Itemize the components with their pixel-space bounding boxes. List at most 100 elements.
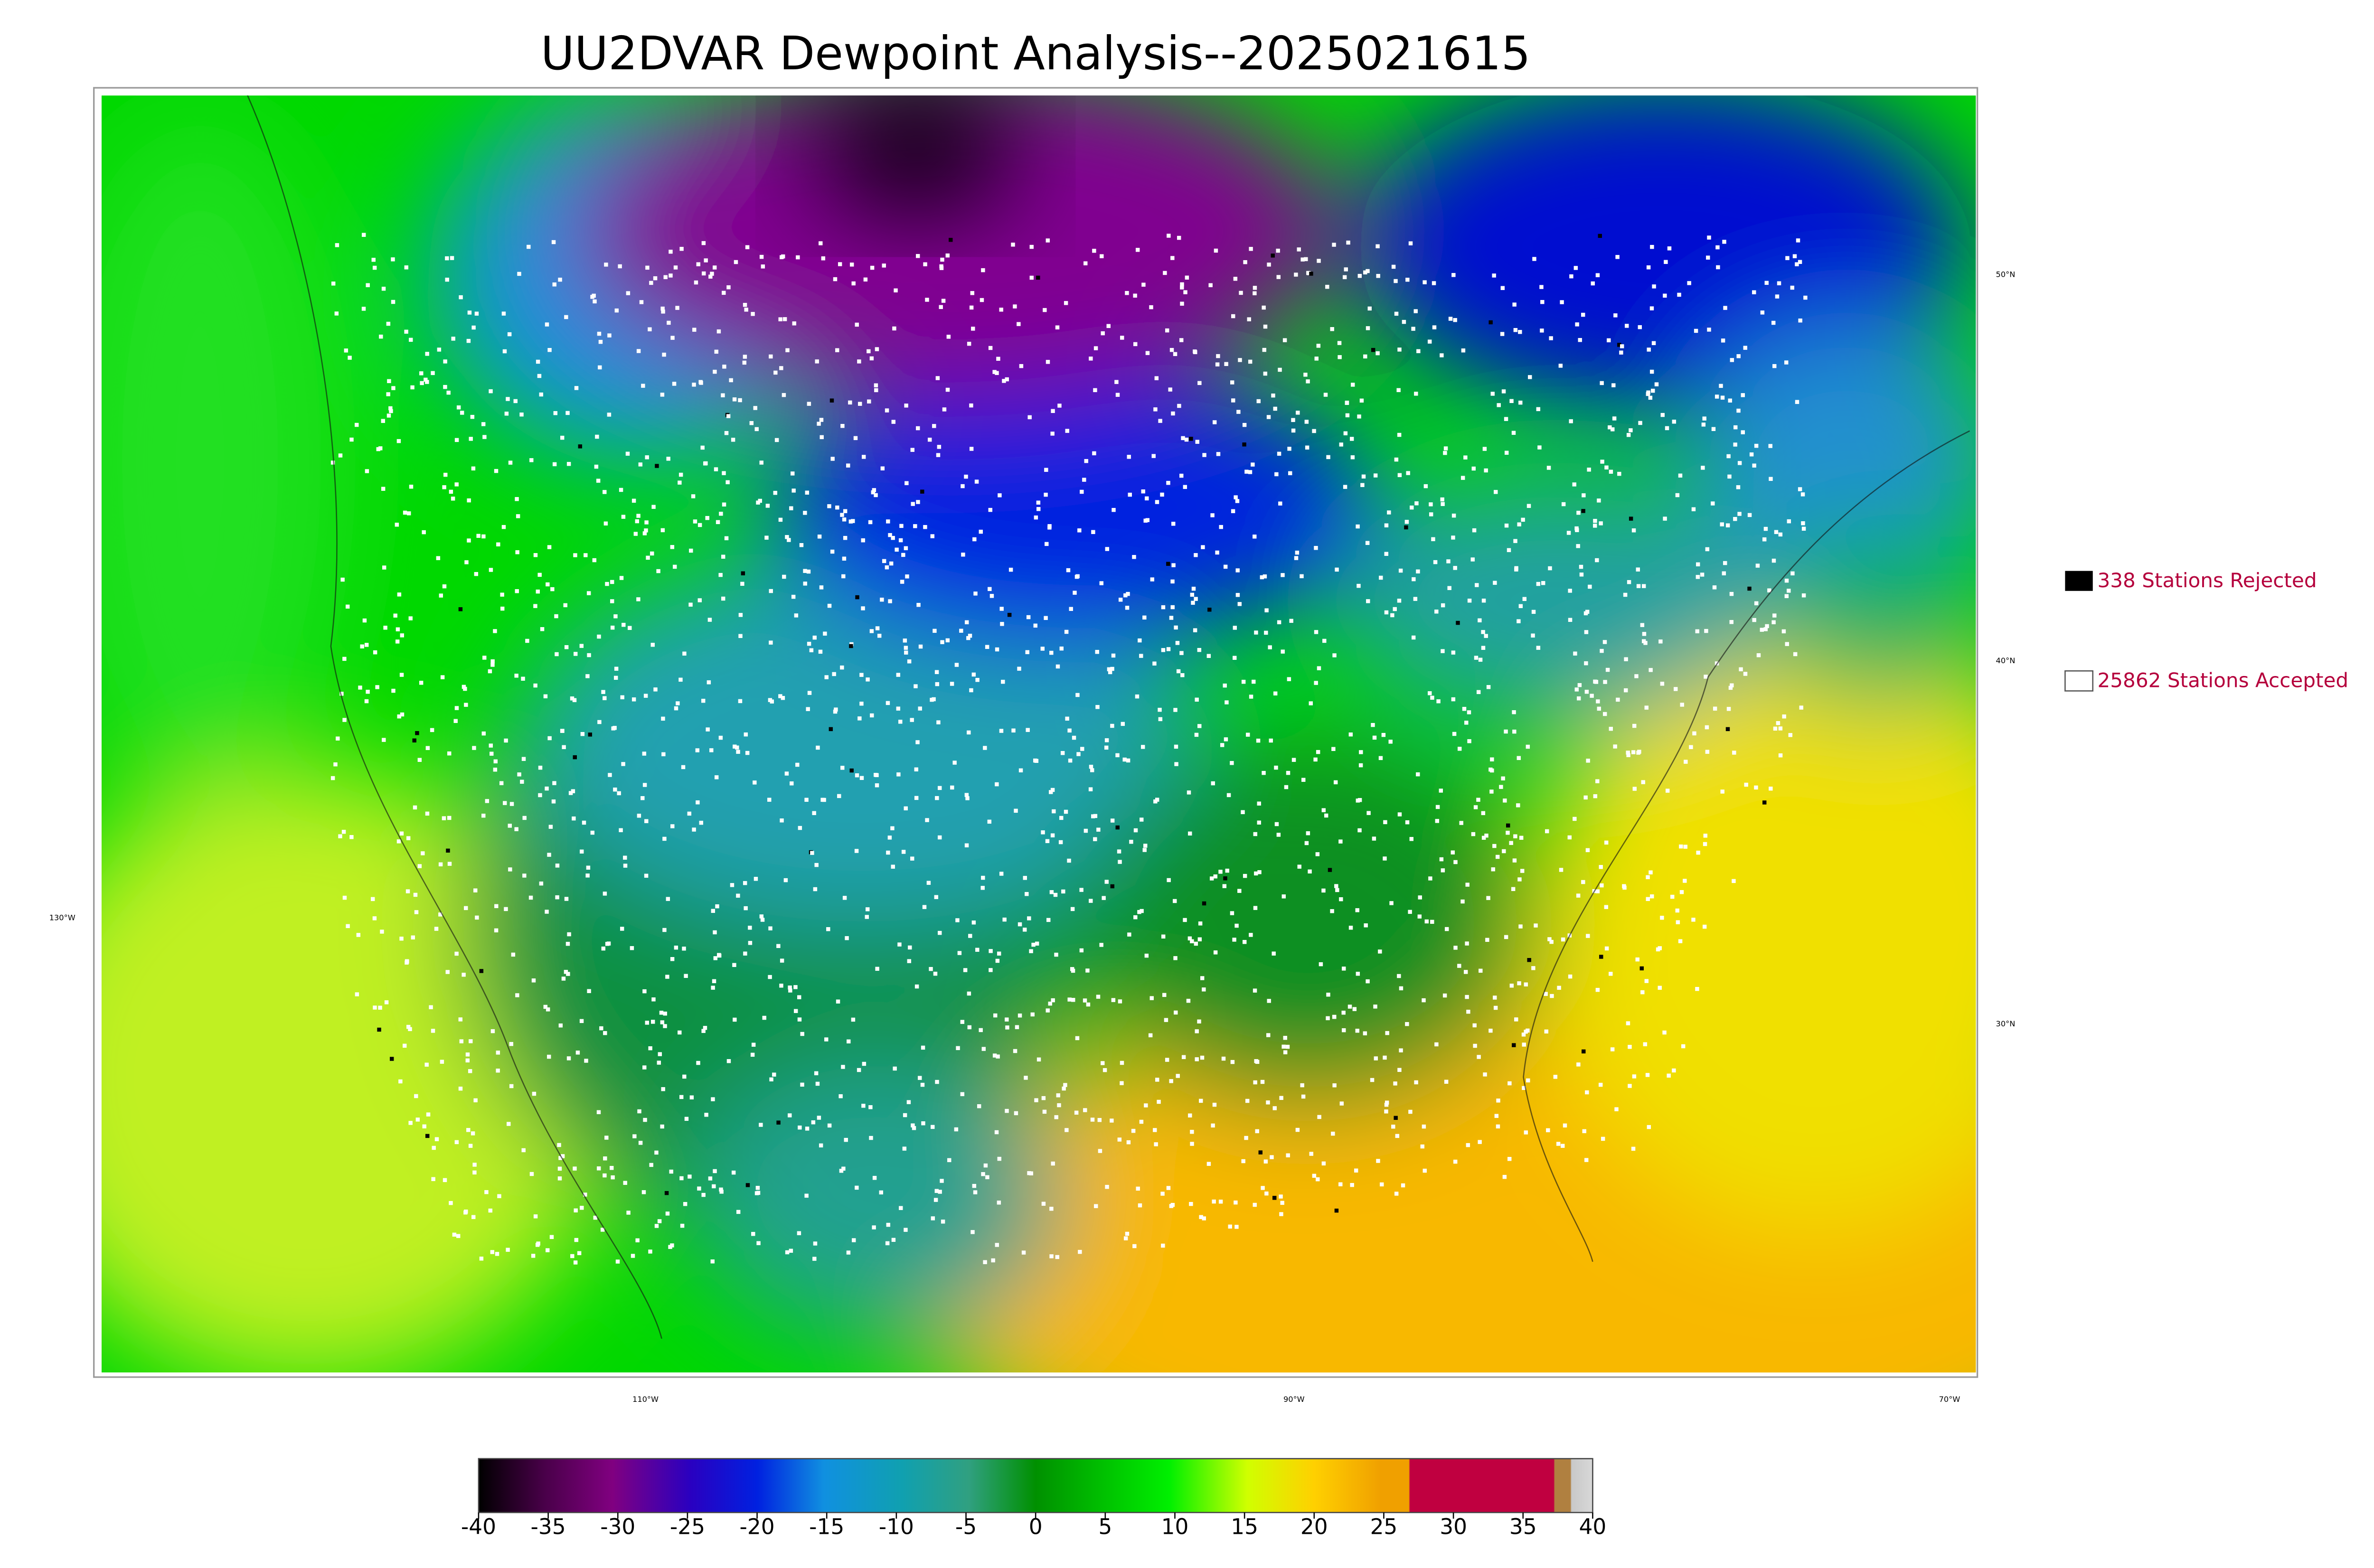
station: [1347, 1005, 1352, 1009]
station: [973, 1190, 978, 1194]
station: [659, 1011, 664, 1015]
station: [382, 565, 386, 570]
station: [1784, 594, 1789, 598]
station: [1115, 825, 1120, 830]
station: [1001, 679, 1005, 684]
station: [396, 839, 401, 844]
station: [992, 370, 997, 374]
station: [931, 1216, 935, 1221]
station: [904, 481, 909, 485]
station: [1230, 761, 1234, 765]
station: [807, 641, 811, 646]
station: [481, 731, 486, 736]
station: [590, 295, 594, 299]
station: [533, 1214, 538, 1219]
station: [1005, 1108, 1009, 1113]
station: [985, 645, 989, 649]
station: [1423, 484, 1428, 488]
station: [778, 517, 783, 522]
station: [722, 471, 726, 475]
station: [1434, 1042, 1439, 1047]
station: [424, 1062, 429, 1067]
station: [1591, 281, 1595, 286]
station: [936, 453, 941, 457]
station: [1544, 1029, 1548, 1034]
station: [851, 519, 855, 523]
station: [1526, 1078, 1530, 1083]
station: [840, 665, 844, 670]
station: [1730, 358, 1734, 362]
station: [1191, 601, 1195, 605]
station: [631, 1254, 635, 1258]
station: [704, 1113, 708, 1117]
station: [904, 646, 908, 650]
station: [573, 1260, 578, 1265]
station: [722, 291, 726, 295]
station: [1222, 884, 1227, 888]
station: [922, 905, 927, 909]
station: [996, 1054, 1000, 1059]
station: [1342, 275, 1347, 280]
station: [643, 694, 648, 698]
station: [1202, 1216, 1206, 1221]
station: [1537, 445, 1542, 450]
station: [1077, 528, 1082, 533]
station: [1276, 275, 1281, 279]
station: [1467, 739, 1471, 743]
station: [376, 447, 380, 451]
station: [475, 915, 479, 920]
station: [688, 602, 693, 607]
station: [399, 831, 404, 836]
station: [531, 978, 536, 983]
station: [1803, 295, 1808, 300]
station: [670, 1243, 674, 1248]
station: [897, 942, 902, 947]
station: [937, 445, 942, 449]
station: [410, 385, 415, 390]
station: [361, 307, 366, 311]
station: [620, 695, 624, 700]
station: [490, 659, 495, 664]
station: [1778, 726, 1783, 731]
station: [769, 1077, 773, 1081]
station: [938, 930, 942, 935]
station: [855, 322, 859, 327]
station: [1378, 756, 1383, 761]
station: [1354, 1168, 1358, 1173]
station: [1582, 1129, 1586, 1134]
station: [621, 762, 625, 766]
station: [840, 513, 844, 517]
station: [1572, 482, 1576, 487]
station: [1626, 753, 1630, 757]
station: [447, 751, 452, 756]
station: [1366, 979, 1370, 984]
station: [560, 435, 565, 440]
station: [1584, 630, 1589, 634]
station: [1691, 918, 1696, 922]
station: [420, 381, 424, 385]
station: [532, 1091, 537, 1096]
station: [501, 525, 506, 529]
station: [654, 1224, 659, 1228]
station: [1471, 466, 1476, 471]
station: [769, 640, 773, 645]
station: [997, 1156, 1001, 1161]
station: [1394, 311, 1399, 316]
station: [1771, 620, 1776, 625]
station: [705, 516, 709, 520]
station: [1479, 968, 1483, 973]
station: [1218, 870, 1223, 874]
station: [687, 811, 692, 816]
colorbar-ticks: -40 -35 -30 -25 -20 -15 -10 -5 0 5 10 15 20 25 30 35 40: [461, 1512, 1606, 1539]
station: [708, 1176, 713, 1181]
station: [1585, 1090, 1589, 1095]
station: [1202, 901, 1206, 906]
station: [1453, 860, 1458, 864]
station: [1079, 888, 1083, 892]
station: [1132, 555, 1136, 559]
station: [730, 883, 735, 887]
station: [1206, 654, 1211, 658]
station: [1338, 355, 1342, 359]
station: [522, 873, 527, 878]
station: [558, 1156, 563, 1160]
